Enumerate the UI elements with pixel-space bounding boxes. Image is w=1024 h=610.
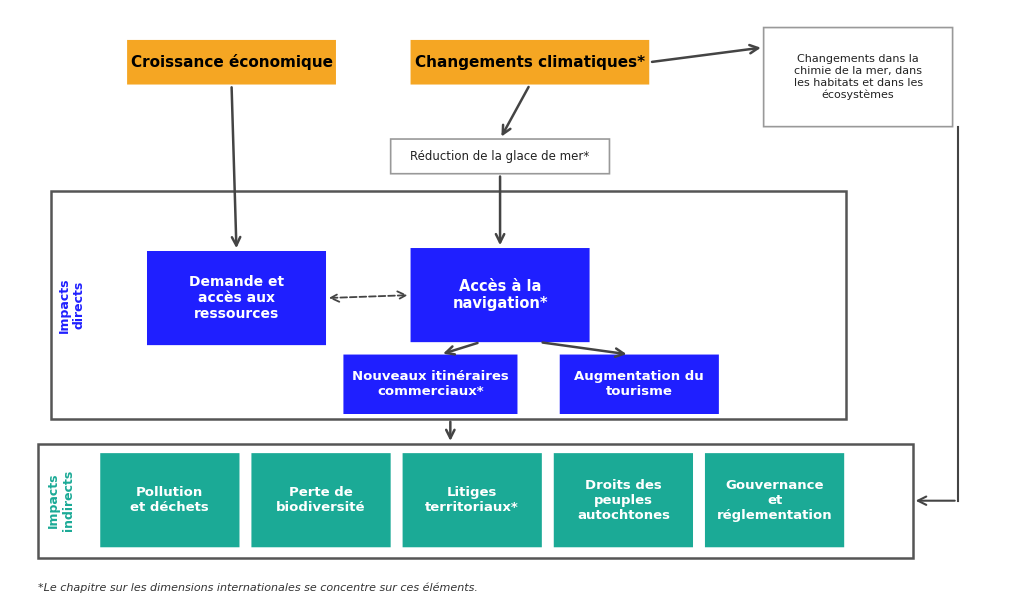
FancyBboxPatch shape (147, 251, 326, 345)
FancyBboxPatch shape (764, 27, 952, 127)
Text: Changements dans la
chimie de la mer, dans
les habitats et dans les
écosystèmes: Changements dans la chimie de la mer, da… (794, 54, 923, 100)
Text: Changements climatiques*: Changements climatiques* (415, 55, 645, 70)
FancyBboxPatch shape (560, 354, 719, 414)
Text: Droits des
peuples
autochtones: Droits des peuples autochtones (577, 479, 670, 522)
Text: Gouvernance
et
réglementation: Gouvernance et réglementation (717, 479, 833, 522)
Text: Perte de
biodiversité: Perte de biodiversité (276, 486, 366, 514)
FancyBboxPatch shape (411, 248, 590, 342)
FancyBboxPatch shape (411, 40, 649, 85)
Text: Litiges
territoriaux*: Litiges territoriaux* (425, 486, 519, 514)
FancyBboxPatch shape (343, 354, 517, 414)
Text: Demande et
accès aux
ressources: Demande et accès aux ressources (189, 275, 284, 321)
FancyBboxPatch shape (402, 453, 542, 547)
Text: Impacts
indirects: Impacts indirects (46, 470, 75, 531)
FancyBboxPatch shape (252, 453, 391, 547)
Text: Croissance économique: Croissance économique (130, 54, 333, 70)
FancyBboxPatch shape (554, 453, 693, 547)
FancyBboxPatch shape (705, 453, 844, 547)
Text: Augmentation du
tourisme: Augmentation du tourisme (574, 370, 705, 398)
Text: *Le chapitre sur les dimensions internationales se concentre sur ces éléments.: *Le chapitre sur les dimensions internat… (38, 583, 477, 593)
Text: Nouveaux itinéraires
commerciaux*: Nouveaux itinéraires commerciaux* (352, 370, 509, 398)
Text: Accès à la
navigation*: Accès à la navigation* (453, 279, 548, 311)
FancyBboxPatch shape (391, 139, 609, 174)
Text: Impacts
directs: Impacts directs (57, 278, 85, 332)
Text: Réduction de la glace de mer*: Réduction de la glace de mer* (411, 150, 590, 163)
FancyBboxPatch shape (127, 40, 336, 85)
FancyBboxPatch shape (100, 453, 240, 547)
Text: Pollution
et déchets: Pollution et déchets (130, 486, 209, 514)
